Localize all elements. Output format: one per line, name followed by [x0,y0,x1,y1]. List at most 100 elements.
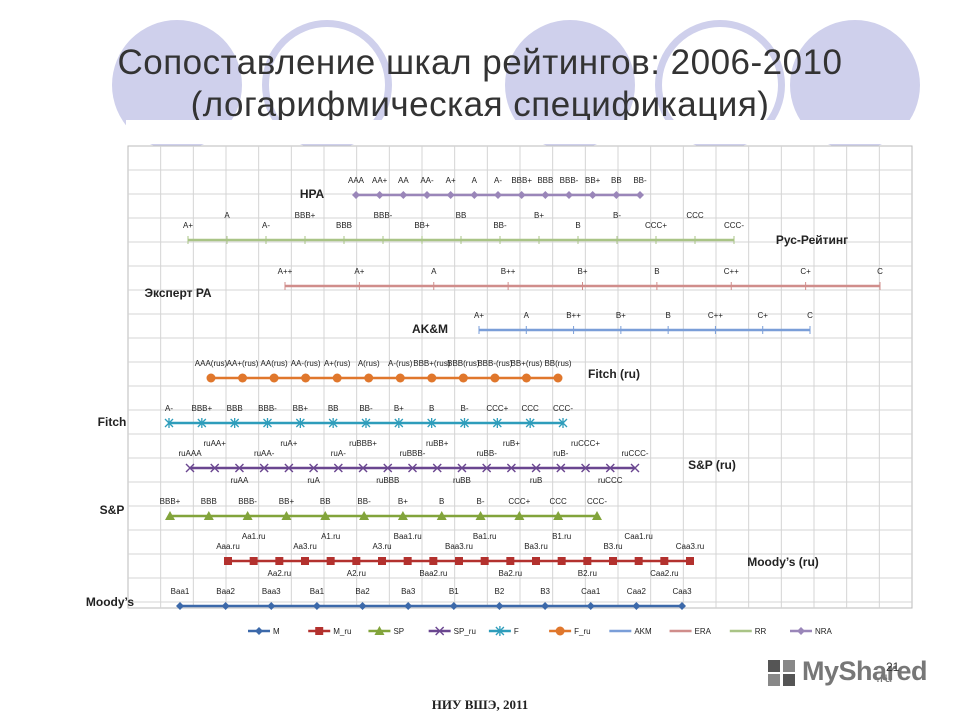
series-name-label: Fitch [98,415,127,429]
rating-label: A+ [474,311,484,320]
data-point [197,418,207,428]
data-point [660,557,669,565]
rating-label: Ba3.ru [524,542,548,551]
rating-label: BB(rus) [544,359,571,368]
data-point [176,602,184,610]
rating-label: Caa3 [672,587,692,596]
data-point [583,557,592,565]
rating-label: CCC+ [486,404,508,413]
rating-label: Aaa.ru [216,542,240,551]
data-point [164,418,174,428]
data-point [460,418,469,428]
data-point [361,418,371,428]
rating-label: BB+ [279,497,295,506]
legend-marker [255,627,263,635]
rating-label: B [654,267,659,276]
data-point [541,602,550,610]
rating-label: A(rus) [358,359,380,368]
data-point [284,463,294,473]
rating-label: Aa3.ru [293,542,317,551]
data-point [326,557,335,565]
data-point [475,511,486,520]
data-point [581,463,591,473]
series-name-label: Fitch (ru) [588,367,640,381]
data-point [249,557,258,565]
rating-label: Ba1.ru [473,532,497,541]
title-line-1: Сопоставление шкал рейтингов: 2006-2010 [117,43,843,82]
data-point [408,463,417,473]
series-f [164,418,568,428]
rating-label: Baa2.ru [419,569,447,578]
data-point [383,463,393,473]
rating-label: A+ [446,176,456,185]
data-point [686,557,694,565]
data-point [605,463,615,473]
data-point [301,557,309,565]
data-point [378,557,386,565]
rating-label: BBB+ [295,211,316,220]
rating-label: CCC- [587,497,607,506]
rating-label: CCC+ [508,497,530,506]
legend-label: NRA [815,627,833,636]
rating-label: B3.ru [603,542,622,551]
data-point [185,463,195,473]
rating-label: B+ [616,311,626,320]
data-point [636,191,644,199]
rating-label: B+ [394,404,404,413]
data-point [352,191,360,199]
title-backdrop [126,120,914,144]
data-point [242,511,253,520]
data-point [494,191,502,199]
rating-label: ruAA+ [203,439,226,448]
rating-label: BBB+(rus) [413,359,450,368]
data-point [449,602,458,610]
series-f_ru [206,373,563,383]
rating-label: ruBBB- [400,449,426,458]
rating-label: B [439,497,444,506]
data-point [275,557,284,565]
rating-label: A++ [278,267,293,276]
rating-label: Aa2.ru [268,569,292,578]
rating-label: A [224,211,230,220]
rating-label: C+ [757,311,768,320]
rating-label: BB+ [585,176,601,185]
rating-label: B+ [577,267,587,276]
data-point [269,373,279,383]
series-rr [187,236,735,244]
rating-label: B1 [449,587,459,596]
rating-label: BBB+ [191,404,212,413]
rating-label: ruCCC- [621,449,648,458]
rating-label: ruA [307,476,320,485]
rating-label: Caa2 [627,587,647,596]
rating-label: B [575,221,580,230]
data-point [592,511,602,520]
legend-item [488,626,511,636]
legend-label: SP_ru [454,627,476,636]
data-point [557,557,566,565]
rating-label: B+ [398,497,408,506]
rating-label: ruAA [231,476,249,485]
data-point [352,557,361,565]
data-point [514,511,525,520]
rating-label: BBB- [238,497,257,506]
data-point [531,463,541,473]
rating-label: BBB+ [160,497,181,506]
rating-label: Baa3.ru [445,542,473,551]
data-point [238,373,248,383]
rating-label: B2.ru [578,569,597,578]
data-point [541,191,550,199]
rating-label: BBB [537,176,553,185]
series-m [176,602,686,610]
legend-label: SP [393,627,404,636]
rating-label: ruB [530,476,542,485]
rating-label: ruBB+ [426,439,449,448]
data-point [586,602,595,610]
data-point [320,511,331,520]
rating-label: AA-(rus) [291,359,321,368]
rating-label: A+ [183,221,193,230]
data-point [259,463,269,473]
data-point [281,511,292,520]
data-point [553,511,564,520]
rating-label: AA(rus) [261,359,288,368]
